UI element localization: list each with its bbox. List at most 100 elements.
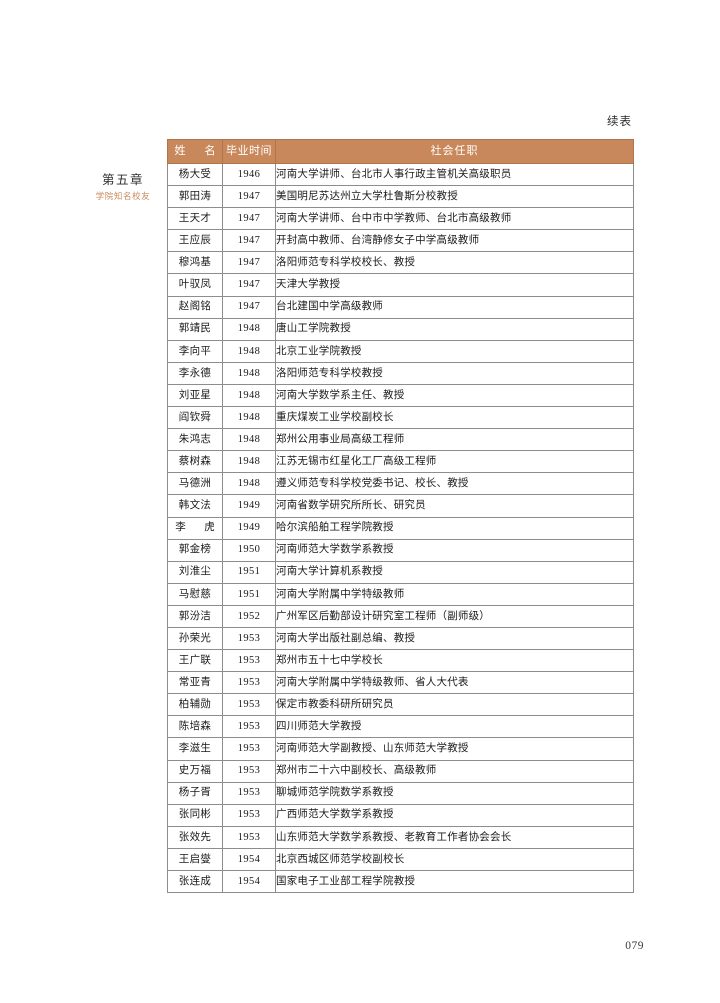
table-row: 李滋生 1953 河南师范大学副教授、山东师范大学教授 — [167, 737, 634, 761]
cell-social-position: 河南大学附属中学特级教师 — [275, 582, 634, 606]
cell-alumni-name: 张效先 — [167, 825, 223, 849]
cell-social-position: 河南大学计算机系教授 — [275, 560, 634, 584]
alumni-table-wrapper: 姓 名 毕业时间 社会任职 杨大受 1946 河南大学讲师、台北市人事行政主管机关高… — [167, 139, 634, 894]
cell-alumni-name: 陈培森 — [167, 715, 223, 739]
cell-social-position: 河南大学讲师、台北市人事行政主管机关高级职员 — [275, 162, 634, 187]
cell-alumni-name: 郭田涛 — [167, 185, 223, 209]
cell-social-position: 天津大学教授 — [275, 273, 634, 297]
table-row: 杨大受 1946 河南大学讲师、台北市人事行政主管机关高级职员 — [167, 162, 634, 187]
cell-social-position: 广州军区后勤部设计研究室工程师（副师级） — [275, 604, 634, 628]
table-row: 王应辰 1947 开封高中教师、台湾静修女子中学高级教师 — [167, 229, 634, 253]
cell-graduation-year: 1948 — [222, 361, 276, 385]
cell-alumni-name: 柏辅勋 — [167, 693, 223, 717]
cell-social-position: 郑州市五十七中学校长 — [275, 649, 634, 673]
cell-social-position: 河南师范大学数学系教授 — [275, 538, 634, 562]
cell-alumni-name: 张连成 — [167, 869, 223, 894]
chapter-margin-note: 第五章 学院知名校友 — [78, 172, 168, 203]
cell-social-position: 洛阳师范专科学校教授 — [275, 361, 634, 385]
chapter-title: 学院知名校友 — [95, 191, 151, 202]
cell-graduation-year: 1948 — [222, 428, 276, 452]
cell-graduation-year: 1954 — [222, 869, 276, 894]
cell-graduation-year: 1948 — [222, 450, 276, 474]
cell-social-position: 开封高中教师、台湾静修女子中学高级教师 — [275, 229, 634, 253]
table-row: 张效先 1953 山东师范大学数学系教授、老教育工作者协会会长 — [167, 825, 634, 849]
cell-alumni-name: 李滋生 — [167, 737, 223, 761]
table-row: 刘淮尘 1951 河南大学计算机系教授 — [167, 560, 634, 584]
cell-alumni-name: 王广联 — [167, 649, 223, 673]
table-row: 郭田涛 1947 美国明尼苏达州立大学杜鲁斯分校教授 — [167, 185, 634, 209]
table-header: 姓 名 毕业时间 社会任职 — [167, 139, 634, 164]
cell-social-position: 美国明尼苏达州立大学杜鲁斯分校教授 — [275, 185, 634, 209]
cell-social-position: 遵义师范专科学校党委书记、校长、教授 — [275, 472, 634, 496]
cell-social-position: 河南大学附属中学特级教师、省人大代表 — [275, 671, 634, 695]
cell-alumni-name: 郭金榜 — [167, 538, 223, 562]
cell-social-position: 北京西城区师范学校副校长 — [275, 847, 634, 872]
page-number: 079 — [625, 940, 644, 952]
cell-graduation-year: 1951 — [222, 560, 276, 584]
cell-graduation-year: 1953 — [222, 781, 276, 805]
cell-alumni-name: 赵阁铭 — [167, 295, 223, 319]
column-header-name: 姓 名 — [167, 139, 223, 164]
alumni-table: 姓 名 毕业时间 社会任职 杨大受 1946 河南大学讲师、台北市人事行政主管机关高… — [167, 139, 634, 894]
cell-alumni-name: 马慰慈 — [167, 582, 223, 606]
cell-graduation-year: 1953 — [222, 649, 276, 673]
table-row: 王广联 1953 郑州市五十七中学校长 — [167, 649, 634, 673]
cell-alumni-name: 穆鸿基 — [167, 251, 223, 275]
cell-alumni-name: 杨大受 — [167, 162, 223, 187]
cell-social-position: 国家电子工业部工程学院教授 — [275, 869, 634, 894]
cell-graduation-year: 1948 — [222, 472, 276, 496]
cell-graduation-year: 1948 — [222, 339, 276, 363]
cell-social-position: 重庆煤炭工业学校副校长 — [275, 406, 634, 430]
table-row: 郭金榜 1950 河南师范大学数学系教授 — [167, 538, 634, 562]
cell-social-position: 广西师范大学数学系教授 — [275, 803, 634, 827]
cell-alumni-name: 蔡树森 — [167, 450, 223, 474]
cell-alumni-name: 阎钦舜 — [167, 406, 223, 430]
cell-graduation-year: 1948 — [222, 383, 276, 408]
cell-graduation-year: 1953 — [222, 759, 276, 783]
cell-graduation-year: 1947 — [222, 273, 276, 297]
cell-alumni-name: 李 虎 — [167, 516, 223, 540]
cell-graduation-year: 1948 — [222, 317, 276, 341]
table-row: 穆鸿基 1947 洛阳师范专科学校校长、教授 — [167, 251, 634, 275]
cell-social-position: 四川师范大学教授 — [275, 715, 634, 739]
cell-graduation-year: 1953 — [222, 737, 276, 761]
cell-alumni-name: 张同彬 — [167, 803, 223, 827]
cell-graduation-year: 1953 — [222, 671, 276, 695]
cell-alumni-name: 王应辰 — [167, 229, 223, 253]
column-header-social-position: 社会任职 — [275, 139, 634, 164]
cell-alumni-name: 史万福 — [167, 759, 223, 783]
cell-social-position: 河南大学数学系主任、教授 — [275, 383, 634, 408]
table-row: 韩文法 1949 河南省数学研究所所长、研究员 — [167, 494, 634, 518]
table-row: 张同彬 1953 广西师范大学数学系教授 — [167, 803, 634, 827]
table-row: 蔡树森 1948 江苏无锡市红星化工厂高级工程师 — [167, 450, 634, 474]
table-row: 王启燮 1954 北京西城区师范学校副校长 — [167, 847, 634, 872]
cell-social-position: 河南师范大学副教授、山东师范大学教授 — [275, 737, 634, 761]
table-row: 李 虎 1949 哈尔滨船舶工程学院教授 — [167, 516, 634, 540]
cell-graduation-year: 1953 — [222, 693, 276, 717]
table-row: 朱鸿志 1948 郑州公用事业局高级工程师 — [167, 428, 634, 452]
cell-alumni-name: 李永德 — [167, 361, 223, 385]
cell-alumni-name: 王启燮 — [167, 847, 223, 872]
cell-graduation-year: 1953 — [222, 715, 276, 739]
table-row: 陈培森 1953 四川师范大学教授 — [167, 715, 634, 739]
table-row: 柏辅勋 1953 保定市教委科研所研究员 — [167, 693, 634, 717]
table-row: 王天才 1947 河南大学讲师、台中市中学教师、台北市高级教师 — [167, 207, 634, 231]
table-row: 张连成 1954 国家电子工业部工程学院教授 — [167, 869, 634, 894]
cell-graduation-year: 1951 — [222, 582, 276, 606]
cell-alumni-name: 李向平 — [167, 339, 223, 363]
cell-social-position: 聊城师范学院数学系教授 — [275, 781, 634, 805]
table-header-row: 姓 名 毕业时间 社会任职 — [167, 139, 634, 164]
table-row: 刘亚星 1948 河南大学数学系主任、教授 — [167, 383, 634, 408]
cell-graduation-year: 1953 — [222, 803, 276, 827]
table-row: 郭靖民 1948 唐山工学院教授 — [167, 317, 634, 341]
table-row: 常亚青 1953 河南大学附属中学特级教师、省人大代表 — [167, 671, 634, 695]
table-row: 叶驭凤 1947 天津大学教授 — [167, 273, 634, 297]
table-row: 赵阁铭 1947 台北建国中学高级教师 — [167, 295, 634, 319]
table-row: 马德洲 1948 遵义师范专科学校党委书记、校长、教授 — [167, 472, 634, 496]
cell-graduation-year: 1948 — [222, 406, 276, 430]
table-row: 李永德 1948 洛阳师范专科学校教授 — [167, 361, 634, 385]
cell-graduation-year: 1954 — [222, 847, 276, 872]
cell-social-position: 哈尔滨船舶工程学院教授 — [275, 516, 634, 540]
cell-alumni-name: 孙荣光 — [167, 626, 223, 651]
